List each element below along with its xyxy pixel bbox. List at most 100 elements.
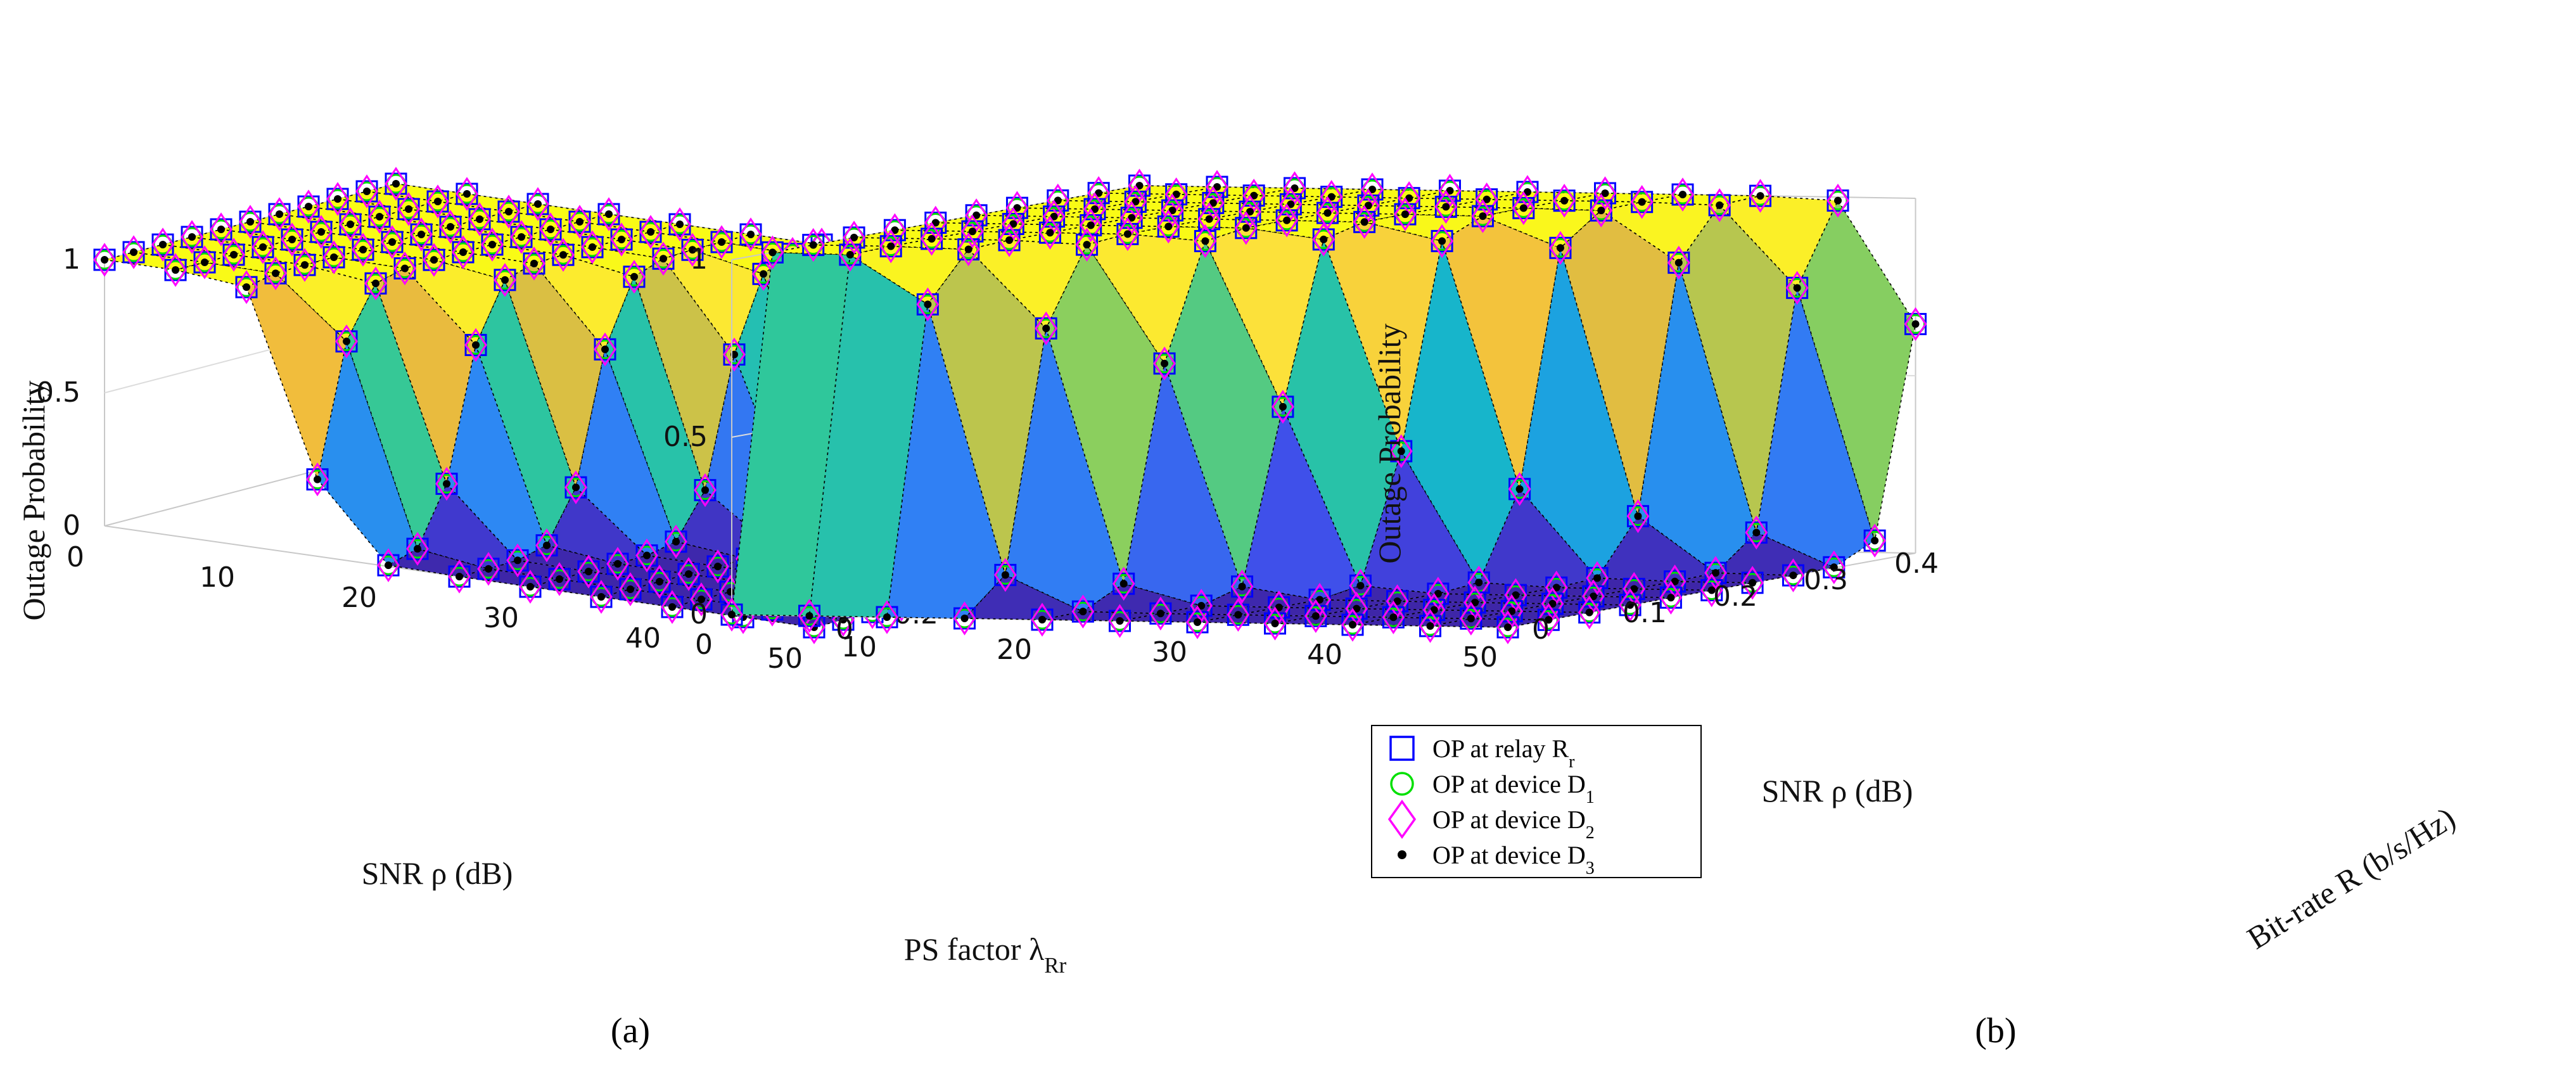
marker-device-D3	[1674, 259, 1683, 267]
marker-device-D2	[1242, 178, 1265, 213]
marker-device-D3	[343, 337, 350, 345]
marker-device-D1	[165, 260, 186, 280]
marker-device-D2	[210, 212, 233, 246]
x-tick-label: 40	[1307, 639, 1342, 671]
marker-device-D2	[739, 217, 762, 252]
marker-device-D3	[1356, 582, 1365, 590]
marker-device-D1	[1469, 572, 1489, 592]
marker-device-D3	[288, 236, 296, 244]
marker-device-D1	[540, 219, 561, 240]
marker-device-D2	[1186, 605, 1209, 639]
marker-device-D1	[1199, 209, 1220, 229]
marker-device-D3	[1156, 610, 1164, 618]
marker-device-D3	[1446, 187, 1454, 195]
marker-device-D2	[1471, 199, 1495, 233]
x-tick-label: 30	[1152, 636, 1187, 668]
marker-device-D2	[1386, 584, 1409, 618]
marker-device-D2	[619, 572, 642, 606]
marker-device-D1	[800, 606, 819, 626]
marker-device-D2	[1083, 192, 1106, 226]
marker-device-D2	[610, 222, 633, 257]
legend-marker-square	[1389, 736, 1415, 761]
marker-device-D2	[710, 225, 733, 259]
marker-device-D1	[1538, 610, 1559, 630]
marker-device-D3	[1054, 196, 1062, 205]
marker-device-D2	[1496, 610, 1519, 644]
marker-device-D2	[581, 230, 604, 264]
marker-device-D3	[1311, 612, 1320, 620]
marker-device-D2	[377, 548, 400, 582]
marker-device-D2	[1234, 211, 1258, 245]
marker-device-D1	[722, 604, 742, 625]
marker-device-D3	[718, 238, 725, 246]
surface-patch	[662, 249, 765, 356]
marker-device-D1	[469, 209, 490, 229]
marker-device-D2	[720, 597, 743, 632]
surface-patch	[1519, 248, 1639, 579]
op-markers	[720, 169, 1927, 644]
y-axis-label: PS factor λRr	[904, 931, 1067, 978]
marker-device-D3	[627, 585, 634, 593]
marker-device-D3	[589, 243, 596, 252]
surface-patch	[1600, 201, 1721, 264]
marker-device-D1	[537, 535, 557, 556]
marker-device-D1	[1187, 612, 1208, 632]
marker-device-D1	[424, 250, 444, 270]
marker-device-D3	[1426, 622, 1434, 630]
marker-device-D2	[481, 227, 504, 262]
marker-device-D3	[1442, 203, 1450, 211]
marker-device-D1	[955, 608, 974, 629]
marker-device-D3	[476, 215, 483, 223]
surface-patch	[575, 347, 677, 556]
marker-device-D3	[1552, 584, 1560, 592]
marker-device-D1	[595, 339, 615, 359]
marker-device-D2	[468, 202, 491, 236]
marker-device-D2	[1164, 177, 1188, 212]
marker-device-D3	[1291, 184, 1299, 192]
marker-device-D2	[1308, 582, 1331, 617]
marker-device-D2	[1124, 184, 1147, 219]
marker-device-D2	[510, 220, 533, 254]
marker-device-D2	[1659, 580, 1683, 615]
marker-device-D3	[418, 231, 425, 239]
marker-device-D2	[1586, 561, 1609, 596]
marker-device-D1	[995, 565, 1016, 585]
surface-patch	[1319, 585, 1439, 602]
surface-patch	[1164, 240, 1284, 589]
surface-patch	[1756, 288, 1876, 568]
marker-device-D3	[1911, 320, 1920, 328]
marker-device-D3	[217, 226, 225, 233]
marker-device-D1	[269, 204, 290, 224]
marker-device-D1	[662, 597, 682, 617]
marker-device-D3	[1597, 207, 1605, 215]
marker-device-D3	[1287, 200, 1295, 208]
marker-device-D3	[1123, 230, 1132, 238]
surface-patch	[1246, 220, 1365, 240]
marker-device-D3	[447, 223, 454, 231]
marker-device-D3	[1135, 182, 1144, 189]
marker-device-D1	[153, 234, 173, 255]
marker-device-D3	[972, 211, 981, 219]
marker-device-D1	[428, 191, 448, 212]
marker-device-D3	[347, 220, 354, 228]
marker-device-D3	[246, 218, 254, 226]
marker-device-D2	[1275, 203, 1298, 238]
marker-device-D3	[1512, 591, 1520, 599]
marker-device-D2	[1087, 176, 1110, 210]
marker-device-D1	[649, 572, 670, 592]
marker-device-D2	[1120, 201, 1143, 235]
marker-device-D3	[547, 226, 554, 234]
marker-device-D2	[535, 528, 558, 563]
marker-device-D3	[1116, 617, 1124, 625]
marker-device-D2	[539, 212, 562, 246]
z-tick-label: 0	[63, 509, 80, 542]
marker-device-D3	[964, 245, 972, 253]
marker-device-D1	[1313, 229, 1334, 250]
marker-device-D3	[101, 256, 108, 264]
marker-device-D1	[1420, 616, 1440, 636]
marker-device-D3	[1132, 198, 1140, 206]
marker-device-D1	[378, 555, 399, 575]
marker-device-D3	[243, 283, 250, 291]
marker-device-D2	[548, 562, 571, 596]
marker-device-D1	[620, 579, 641, 599]
